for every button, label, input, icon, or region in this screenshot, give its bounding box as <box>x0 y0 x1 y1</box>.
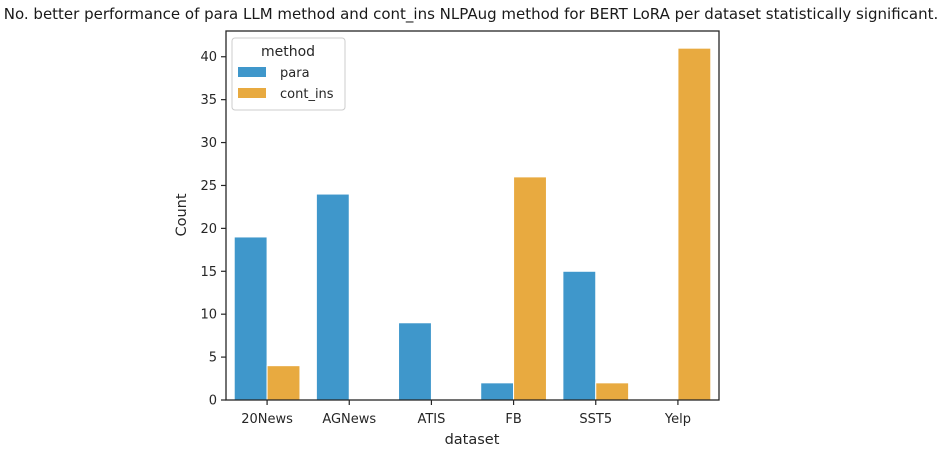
plot-frame <box>225 30 720 401</box>
bar-para-20news <box>233 236 268 401</box>
y-tick-label: 10 <box>200 308 217 323</box>
y-tick-label: 30 <box>200 136 217 151</box>
y-tick-label: 35 <box>200 93 217 108</box>
bar-cont-ins-yelp <box>677 47 712 401</box>
legend-label-cont-ins: cont_ins <box>280 87 334 102</box>
bar-para-agnews <box>315 193 350 401</box>
x-tick-label-20news: 20News <box>241 412 293 427</box>
bars-group <box>233 47 712 401</box>
x-axis-label: dataset <box>445 432 500 448</box>
y-axis: 0 5 10 15 20 25 30 35 40 <box>200 50 226 409</box>
y-tick-label: 25 <box>200 179 217 194</box>
y-tick-label: 20 <box>200 222 217 237</box>
y-tick-label: 5 <box>209 351 217 366</box>
x-tick-label-atis: ATIS <box>417 412 445 427</box>
y-tick-label: 15 <box>200 265 217 280</box>
x-tick-label-yelp: Yelp <box>664 412 691 427</box>
bar-cont-ins-20news <box>266 365 301 401</box>
bar-para-fb <box>480 382 515 401</box>
x-tick-label-agnews: AGNews <box>322 412 376 427</box>
y-tick-label: 40 <box>200 50 217 65</box>
legend-swatch-para <box>238 67 266 77</box>
chart-title: No. better performance of para LLM metho… <box>4 5 938 24</box>
x-tick-label-fb: FB <box>505 412 521 427</box>
x-axis: 20News AGNews ATIS FB SST5 Yelp <box>241 400 691 427</box>
y-axis-label: Count <box>174 193 190 236</box>
x-tick-label-sst5: SST5 <box>579 412 612 427</box>
bar-para-atis <box>398 322 432 401</box>
bar-cont-ins-sst5 <box>595 382 630 401</box>
legend-swatch-cont-ins <box>238 88 266 98</box>
legend: method para cont_ins <box>231 37 346 111</box>
legend-label-para: para <box>280 66 310 81</box>
y-tick-label: 0 <box>209 394 217 409</box>
bar-cont-ins-fb <box>513 176 547 401</box>
legend-title: method <box>261 44 315 60</box>
bar-para-sst5 <box>562 270 597 401</box>
